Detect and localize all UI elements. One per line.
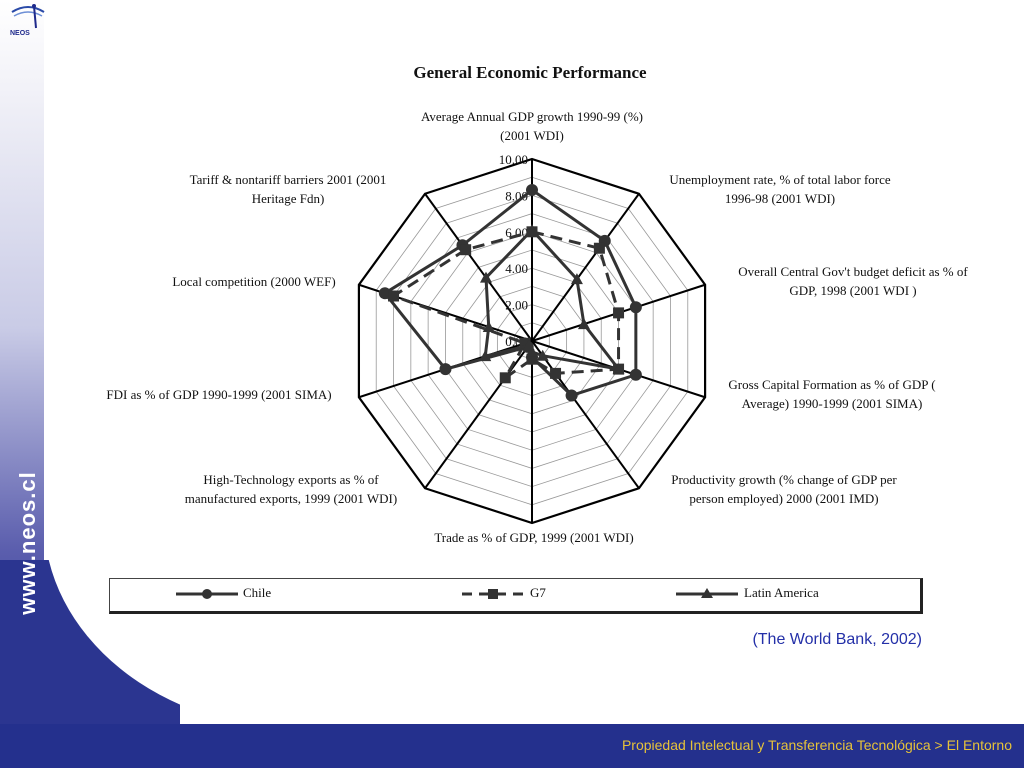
axis-label-line: Productivity growth (% change of GDP per	[671, 472, 897, 487]
legend-label-latin-america: Latin America	[744, 585, 819, 600]
data-point-latin-america	[526, 223, 538, 235]
data-point-latin-america	[482, 320, 495, 332]
data-point-chile	[629, 368, 642, 381]
data-point-chile	[565, 389, 578, 402]
data-point-g7	[550, 367, 562, 379]
chart-title: General Economic Performance	[413, 63, 647, 82]
radar-spoke	[424, 193, 533, 342]
axis-label: High-Technology exports as % of manufactu…	[0, 470, 582, 508]
axis-label: Productivity growth (% change of GDP per…	[0, 470, 1024, 508]
axis-label-line: Unemployment rate, % of total labor forc…	[669, 172, 891, 187]
radar-scale-tick-label: 2.00	[505, 298, 528, 313]
radar-scale-tick-label: 10.00	[499, 152, 528, 167]
data-point-g7	[460, 244, 472, 256]
axis-label-line: Average) 1990-1999 (2001 SIMA)	[741, 396, 923, 411]
logo-swirl-icon	[11, 4, 45, 29]
axis-label-line: Tariff & nontariff barriers 2001 (2001	[189, 172, 387, 187]
radar-scale-tick-label: 8.00	[505, 188, 528, 203]
axis-label-line: Local competition (2000 WEF)	[172, 274, 336, 289]
legend-g7-marker	[488, 589, 498, 599]
data-point-g7	[526, 353, 538, 365]
legend-label-g7: G7	[530, 585, 546, 600]
legend-label-chile: Chile	[243, 585, 272, 600]
legend-symbols	[176, 588, 738, 599]
data-point-latin-america	[612, 363, 625, 375]
footer-bar	[0, 724, 1024, 768]
data-point-g7	[519, 337, 531, 349]
data-point-latin-america	[526, 345, 538, 357]
radar-spoke	[531, 340, 640, 489]
axis-label-line: High-Technology exports as % of	[203, 472, 379, 487]
axis-label-line: Average Annual GDP growth 1990-99 (%)	[420, 109, 644, 124]
data-point-g7	[388, 290, 400, 302]
data-point-g7	[499, 372, 511, 384]
radar-spoke	[424, 340, 533, 489]
axis-label-line: (2001 WDI)	[500, 128, 564, 143]
axis-label: Local competition (2000 WEF)	[0, 272, 508, 291]
data-point-g7	[613, 307, 625, 319]
axis-label: Gross Capital Formation as % of GDP ( Ave…	[0, 375, 1024, 413]
data-point-latin-america	[479, 271, 492, 283]
axis-label: Average Annual GDP growth 1990-99 (%) (20…	[0, 107, 1024, 145]
axis-label-line: Gross Capital Formation as % of GDP (	[728, 377, 936, 392]
series-line-g7	[390, 230, 621, 380]
axis-label-line: Heritage Fdn)	[251, 191, 325, 206]
radar-spoke	[531, 193, 640, 342]
source-note: (The World Bank, 2002)	[752, 631, 922, 648]
data-point-chile	[378, 287, 391, 300]
axis-label: Tariff & nontariff barriers 2001 (2001 He…	[0, 170, 576, 208]
axis-label: FDI as % of GDP 1990-1999 (2001 SIMA)	[0, 385, 438, 404]
data-point-chile	[439, 363, 452, 376]
data-point-latin-america	[536, 349, 549, 361]
axis-label-line: Trade as % of GDP, 1999 (2001 WDI)	[434, 530, 634, 545]
axis-label-line: manufactured exports, 1999 (2001 WDI)	[184, 491, 398, 506]
data-point-latin-america	[522, 339, 535, 351]
axis-label: Unemployment rate, % of total labor forc…	[0, 170, 1024, 208]
data-point-latin-america	[570, 273, 583, 285]
data-point-latin-america	[577, 318, 590, 330]
legend: Chile G7 Latin America	[109, 578, 923, 614]
data-point-chile	[526, 183, 538, 196]
axis-label-line: GDP, 1998 (2001 WDI )	[789, 283, 917, 298]
axis-label: Overall Central Gov't budget deficit as …	[0, 262, 1024, 300]
logo-text: NEOS	[10, 30, 30, 37]
data-point-latin-america	[479, 350, 492, 362]
neos-logo: NEOS	[4, 2, 52, 44]
data-point-chile	[629, 301, 642, 314]
data-point-g7	[593, 242, 605, 254]
footer-text: Propiedad Intelectual y Transferencia Te…	[621, 737, 1012, 753]
radar-scale-tick-label: 4.00	[505, 261, 528, 276]
axis-label-line: 1996-98 (2001 WDI)	[724, 191, 836, 206]
legend-chile-marker	[202, 589, 212, 599]
legend-la-marker	[701, 588, 713, 598]
axis-label: Trade as % of GDP, 1999 (2001 WDI)	[0, 528, 1024, 547]
axis-label-line: person employed) 2000 (2001 IMD)	[689, 491, 879, 506]
axis-label-line: FDI as % of GDP 1990-1999 (2001 SIMA)	[106, 387, 332, 402]
axis-label-line: Overall Central Gov't budget deficit as …	[738, 264, 968, 279]
